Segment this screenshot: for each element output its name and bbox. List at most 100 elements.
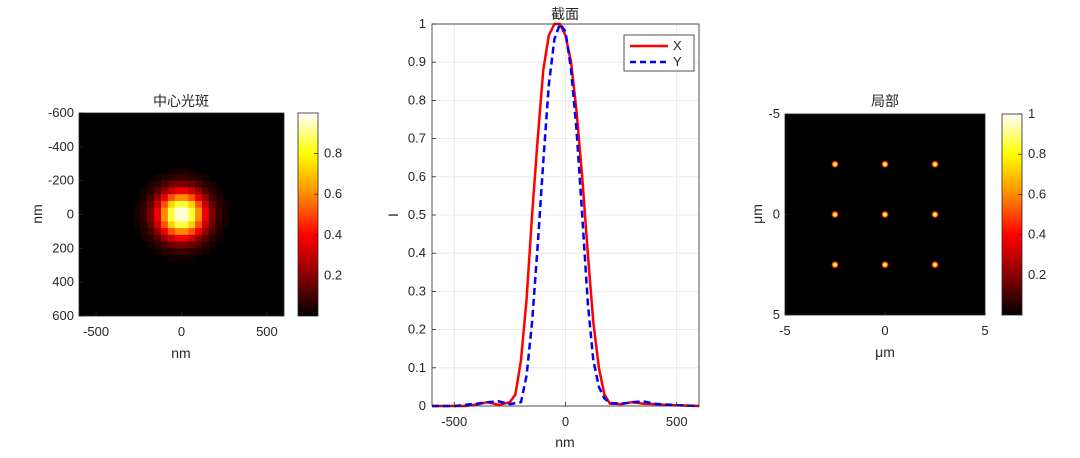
colorbar-1-tick-label: 0.2 <box>324 267 342 282</box>
heatmap-1-cell <box>147 180 155 188</box>
heatmap-1-cell <box>133 207 141 215</box>
colorbar-3-tick-label: 0.4 <box>1028 227 1046 242</box>
line-chart-ytick-label: 0 <box>419 398 426 413</box>
heatmap-3-xtick-label: -5 <box>779 323 791 338</box>
heatmap-1-cell <box>181 167 189 175</box>
heatmap-1-cell <box>195 200 203 209</box>
heatmap-1-cell <box>174 228 182 236</box>
line-chart-xtick-label: 500 <box>666 414 688 429</box>
heatmap-1-cell <box>154 180 162 188</box>
heatmap-1-cell <box>181 180 189 188</box>
line-chart-ytick-label: 0.4 <box>408 245 426 260</box>
heatmap-1-cell <box>167 248 176 256</box>
line-chart-xtick-label: -500 <box>441 414 467 429</box>
heatmap-1-cell <box>174 173 182 182</box>
cross-section-line-chart: 截面 -500 0 500 0 0.1 0.2 0.3 0.4 0.5 0.6 0.7 0.8 0.9 1… <box>385 6 700 450</box>
heatmap-1-cell <box>147 214 155 222</box>
heatmap-1-cell <box>154 187 162 195</box>
line-chart-xtick-label: 0 <box>562 414 569 429</box>
heatmap-1-cell <box>181 241 189 249</box>
legend-label-y: Y <box>673 54 682 69</box>
line-chart-ytick-label: 1 <box>419 16 426 31</box>
heatmap-1-cell <box>195 234 203 242</box>
heatmap-1-ytick-label: 400 <box>52 274 74 289</box>
series-line-y <box>432 22 700 408</box>
heatmap-3-spot <box>831 260 839 269</box>
heatmap-1-cell <box>208 194 217 202</box>
heatmap-1-cell <box>202 180 210 188</box>
heatmap-1-cell <box>188 234 196 242</box>
heatmap-1-cell <box>174 194 182 202</box>
heatmap-1-cell <box>202 200 210 209</box>
heatmap-3-xtick-label: 0 <box>881 323 888 338</box>
line-chart-legend: X Y <box>623 34 695 72</box>
heatmap-1-cell <box>167 228 176 236</box>
heatmap-1-cell <box>202 234 210 242</box>
heatmap-1-cell <box>215 228 223 236</box>
line-chart-title: 截面 <box>551 6 579 22</box>
heatmap-1-cell <box>202 207 210 215</box>
colorbar-1-frame <box>297 112 319 317</box>
heatmap-1-cell <box>140 221 148 229</box>
heatmap-1-cell <box>167 255 176 263</box>
heatmap-3-ytick-label: -5 <box>768 106 780 121</box>
heatmap-1-cell <box>208 180 217 188</box>
heatmap-1-cell <box>202 248 210 256</box>
heatmap-1-cell <box>188 221 196 229</box>
heatmap-1-cell <box>195 221 203 229</box>
heatmap-1-xtick-label: 0 <box>178 324 185 339</box>
heatmap-1-cell <box>202 173 210 182</box>
heatmap-1-cell <box>167 180 176 188</box>
heatmap-1-cell <box>161 228 169 236</box>
line-chart-ytick-label: 0.1 <box>408 360 426 375</box>
heatmap-1-cell <box>181 255 189 263</box>
heatmap-1-cell <box>181 194 189 202</box>
heatmap-1-cell <box>140 214 148 222</box>
heatmap-1-cell <box>195 207 203 215</box>
heatmap-1-cell <box>154 173 162 182</box>
center-spot-heatmap: 中心光斑 -500 0 500 -600 -400 -200 0 200 400 600 nm n… <box>29 93 342 361</box>
heatmap-1-cell <box>195 194 203 202</box>
heatmap-1-cell <box>215 221 223 229</box>
line-chart-ytick-label: 0.3 <box>408 283 426 298</box>
heatmap-1-cell <box>140 207 148 215</box>
heatmap-1-cell <box>181 234 189 242</box>
heatmap-1-cell <box>181 173 189 182</box>
heatmap-1-cell <box>208 234 217 242</box>
legend-label-x: X <box>673 38 682 53</box>
heatmap-1-cell <box>161 214 169 222</box>
heatmap-1-cell <box>154 221 162 229</box>
heatmap-1-cell <box>154 194 162 202</box>
line-chart-xlabel: nm <box>555 434 574 450</box>
heatmap-1-cell <box>215 207 223 215</box>
colorbar-3-tick-label: 0.2 <box>1028 267 1046 282</box>
heatmap-1-cell <box>140 194 148 202</box>
heatmap-1-cell <box>188 207 196 215</box>
heatmap-1-cell <box>174 167 182 175</box>
heatmap-1-cell <box>202 214 210 222</box>
heatmap-3-ylabel: μm <box>749 204 765 224</box>
heatmap-1-cell <box>208 200 217 209</box>
heatmap-1-xtick-label: -500 <box>83 324 109 339</box>
heatmap-1-xtick-label: 500 <box>256 324 278 339</box>
colorbar-1 <box>298 113 318 316</box>
heatmap-1-cell <box>161 234 169 242</box>
heatmap-1-cell <box>174 221 182 229</box>
heatmap-1-ytick-label: 0 <box>67 207 74 222</box>
line-chart-ytick-label: 0.5 <box>408 207 426 222</box>
heatmap-1-cell <box>202 228 210 236</box>
heatmap-1-cell <box>181 214 189 222</box>
heatmap-1-cell <box>167 173 176 182</box>
heatmap-1-cell <box>167 167 176 175</box>
heatmap-3-spot <box>931 210 939 219</box>
heatmap-1-cell <box>167 234 176 242</box>
heatmap-1-ytick-label: 600 <box>52 308 74 323</box>
heatmap-3-spot <box>881 260 889 269</box>
heatmap-1-cell <box>181 248 189 256</box>
heatmap-1-cell <box>222 221 230 229</box>
heatmap-1-cell <box>154 200 162 209</box>
colorbar-1-tick-label: 0.4 <box>324 227 342 242</box>
heatmap-1-cell <box>188 255 196 263</box>
heatmap-1-cell <box>161 221 169 229</box>
heatmap-1-cell <box>188 167 196 175</box>
